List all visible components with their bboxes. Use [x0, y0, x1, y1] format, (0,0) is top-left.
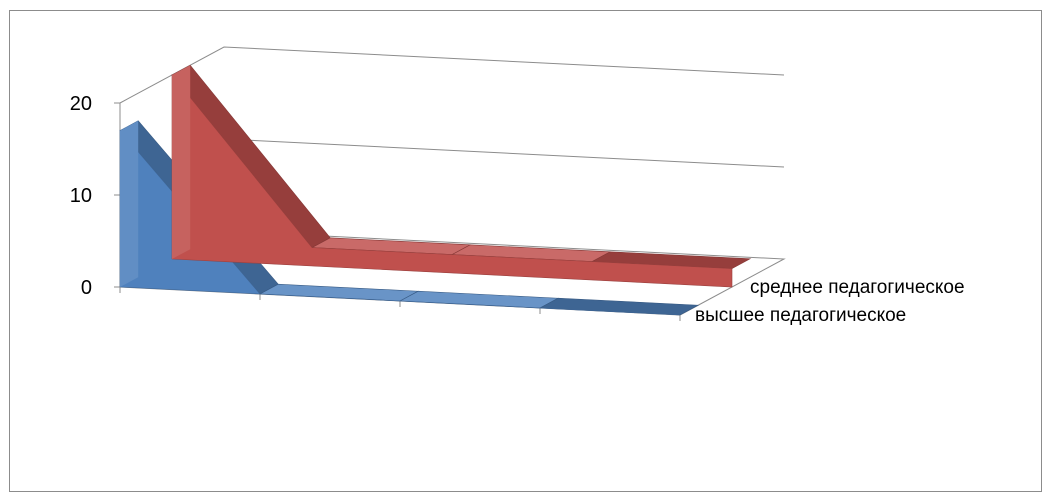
- y-tick-label: 10: [70, 185, 92, 207]
- y-tick-label: 20: [70, 93, 92, 115]
- y-tick-label: 0: [81, 277, 92, 299]
- series-cap: [172, 65, 191, 259]
- series-label: высшее педагогическое: [695, 305, 906, 326]
- series-top-segment: [258, 283, 420, 302]
- series-top-segment: [538, 297, 700, 316]
- series-front-face: [171, 74, 733, 288]
- series-label: среднее педагогическое: [750, 277, 965, 298]
- y-tick-labels: 0 10 20: [70, 93, 92, 299]
- chart-series: [119, 64, 752, 316]
- series-top-segment: [398, 290, 560, 309]
- floor-edge: [223, 230, 786, 316]
- series-1: [171, 64, 752, 288]
- gridline-20: [119, 46, 785, 104]
- series-cap: [120, 120, 139, 287]
- series-labels: среднее педагогическое высшее педагогичес…: [695, 277, 965, 326]
